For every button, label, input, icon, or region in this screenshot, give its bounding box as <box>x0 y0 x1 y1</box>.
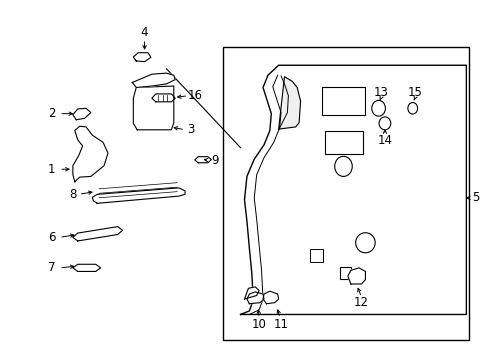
Polygon shape <box>73 264 101 271</box>
Ellipse shape <box>371 100 385 116</box>
Bar <box>310 249 323 262</box>
Polygon shape <box>263 291 278 304</box>
Text: 2: 2 <box>48 107 56 120</box>
Ellipse shape <box>407 103 417 114</box>
Ellipse shape <box>378 117 390 130</box>
Text: 5: 5 <box>471 192 479 204</box>
Bar <box>325 131 362 154</box>
Polygon shape <box>73 226 122 241</box>
Text: 10: 10 <box>251 318 266 331</box>
Text: 15: 15 <box>407 86 422 99</box>
Polygon shape <box>132 73 175 87</box>
Text: 12: 12 <box>353 296 368 309</box>
Polygon shape <box>246 292 264 304</box>
Text: 11: 11 <box>273 318 288 331</box>
Polygon shape <box>133 53 151 62</box>
Polygon shape <box>244 287 259 299</box>
Text: 8: 8 <box>69 188 77 201</box>
Bar <box>222 47 468 339</box>
Polygon shape <box>240 65 466 315</box>
Text: 14: 14 <box>377 134 392 147</box>
Text: 16: 16 <box>187 89 202 102</box>
Text: 3: 3 <box>187 123 194 136</box>
Text: 7: 7 <box>48 261 56 274</box>
Polygon shape <box>73 108 91 120</box>
Text: 1: 1 <box>48 163 56 176</box>
Polygon shape <box>347 268 365 284</box>
Polygon shape <box>92 188 184 203</box>
Polygon shape <box>278 77 300 129</box>
Text: 13: 13 <box>373 86 387 99</box>
Ellipse shape <box>355 233 374 253</box>
Polygon shape <box>133 86 173 130</box>
Text: 4: 4 <box>141 27 148 40</box>
Polygon shape <box>152 94 175 102</box>
Ellipse shape <box>334 156 351 176</box>
Polygon shape <box>194 157 211 163</box>
Text: 6: 6 <box>48 231 56 244</box>
Bar <box>339 267 350 279</box>
Text: 9: 9 <box>211 154 219 167</box>
Polygon shape <box>73 126 108 182</box>
Bar <box>321 87 365 116</box>
